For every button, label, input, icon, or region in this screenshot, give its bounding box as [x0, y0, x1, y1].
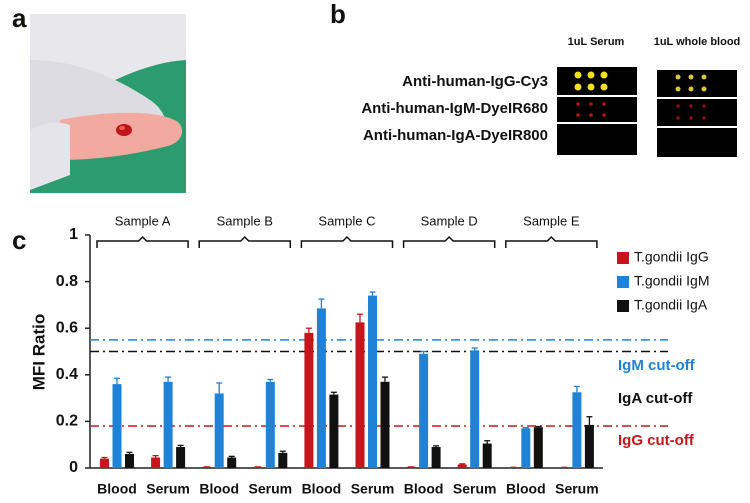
- bar: [482, 443, 492, 468]
- group-label: Sample C: [318, 213, 375, 228]
- y-tick-label: 1: [69, 226, 78, 243]
- bar: [572, 392, 582, 468]
- photo: [30, 14, 186, 193]
- bar: [176, 447, 186, 468]
- column-label: 1uL Serum: [568, 36, 625, 48]
- x-tick-label: Serum: [249, 481, 293, 497]
- legend-swatch: [617, 300, 629, 312]
- legend-swatch: [617, 276, 629, 288]
- x-tick-label: Serum: [351, 481, 395, 497]
- group-label: Sample E: [523, 213, 580, 228]
- bar: [431, 447, 441, 468]
- bar: [227, 457, 237, 468]
- legend-swatch: [617, 252, 629, 264]
- bar-chart: 0 0.2 0.4 0.6 0.8 1 IgM cut-off IgA cut-off IgG …: [56, 213, 710, 496]
- panel-label: c: [12, 225, 26, 255]
- panel-label: b: [330, 0, 346, 29]
- x-tick-label: Blood: [404, 481, 444, 497]
- legend-label: T.gondii IgG: [634, 249, 709, 265]
- column-label: 1uL whole blood: [654, 36, 741, 48]
- y-tick-label: 0.6: [56, 319, 78, 336]
- bar: [368, 295, 377, 468]
- cutoff-label: IgA cut-off: [618, 390, 693, 407]
- bar: [316, 308, 326, 468]
- legend-label: T.gondii IgA: [634, 297, 708, 313]
- array-image: [557, 67, 637, 155]
- bar: [112, 384, 122, 468]
- cutoff-label: IgG cut-off: [618, 432, 695, 449]
- y-axis-label: MFI Ratio: [29, 314, 48, 391]
- row-label: Anti-human-IgG-Cy3: [402, 73, 548, 90]
- x-tick-label: Blood: [97, 481, 137, 497]
- bar: [380, 381, 390, 468]
- bar: [278, 452, 288, 468]
- bar: [457, 464, 467, 468]
- bar: [151, 457, 161, 468]
- cutoff-label: IgM cut-off: [618, 357, 696, 374]
- row-label: Anti-human-IgA-DyeIR800: [363, 127, 548, 144]
- group-bracket: [402, 235, 496, 248]
- bar: [100, 458, 109, 468]
- bar: [304, 332, 314, 468]
- bar: [214, 393, 224, 468]
- bar: [163, 381, 173, 468]
- bar: [584, 424, 594, 468]
- panel-label: a: [12, 3, 27, 33]
- bar: [470, 350, 480, 468]
- x-tick-label: Blood: [506, 481, 546, 497]
- bar: [419, 353, 429, 468]
- group-label: Sample B: [217, 213, 273, 228]
- group-bracket: [505, 235, 598, 248]
- legend-label: T.gondii IgM: [634, 273, 709, 289]
- y-tick-label: 0.8: [56, 273, 78, 290]
- x-tick-label: Blood: [302, 481, 342, 497]
- bar: [125, 454, 134, 468]
- x-tick-label: Blood: [199, 481, 239, 497]
- bar: [329, 394, 339, 468]
- x-tick-label: Serum: [146, 481, 190, 497]
- bar: [533, 427, 543, 468]
- x-tick-label: Serum: [453, 481, 497, 497]
- x-tick-label: Serum: [555, 481, 599, 497]
- row-label: Anti-human-IgM-DyeIR680: [361, 100, 548, 117]
- y-tick-label: 0.4: [56, 366, 78, 383]
- y-tick-label: 0: [69, 459, 78, 476]
- bar: [521, 428, 531, 468]
- group-bracket: [300, 235, 394, 248]
- group-label: Sample A: [115, 213, 171, 228]
- group-label: Sample D: [421, 213, 478, 228]
- y-tick-label: 0.2: [56, 413, 78, 430]
- bar: [355, 322, 365, 468]
- group-bracket: [96, 235, 189, 248]
- group-bracket: [198, 235, 292, 248]
- array-image: [657, 70, 737, 157]
- bar: [265, 381, 275, 468]
